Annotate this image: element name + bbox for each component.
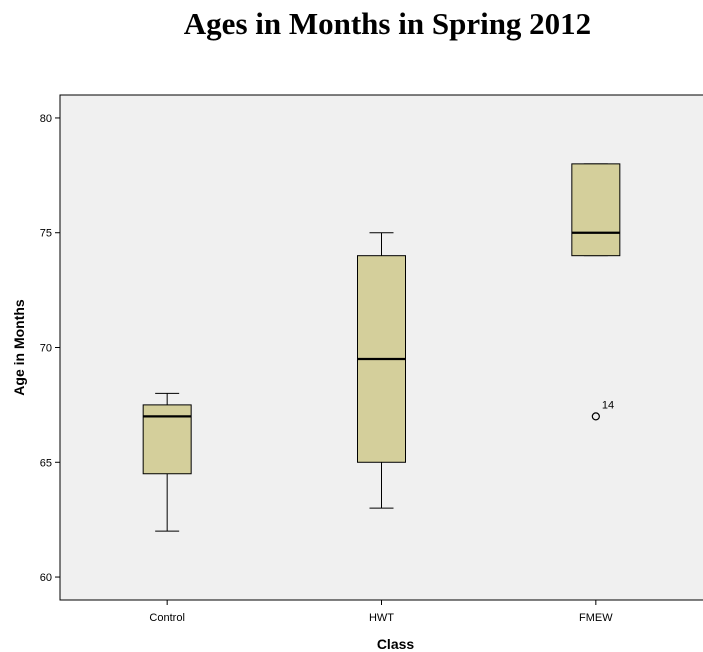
x-axis-title: Class bbox=[377, 636, 415, 652]
outlier-point bbox=[591, 412, 600, 421]
x-tick-label: FMEW bbox=[579, 612, 613, 624]
y-axis-title: Age in Months bbox=[11, 299, 27, 396]
y-tick-label: 70 bbox=[40, 343, 52, 355]
y-tick-label: 80 bbox=[40, 113, 52, 125]
x-axis: Control HWT FMEW bbox=[149, 600, 613, 624]
x-tick-label: Control bbox=[149, 612, 184, 624]
outlier-label: 14 bbox=[602, 399, 614, 411]
chart-title: Ages in Months in Spring 2012 bbox=[183, 6, 592, 41]
x-tick-label: HWT bbox=[369, 612, 394, 624]
y-tick-label: 60 bbox=[40, 572, 52, 584]
box-fmew: 14 bbox=[571, 163, 621, 421]
y-axis: 60 65 70 75 80 bbox=[40, 113, 60, 584]
y-tick-label: 65 bbox=[40, 457, 52, 469]
boxes: 14 bbox=[142, 163, 621, 532]
box-body bbox=[571, 163, 621, 257]
y-tick-label: 75 bbox=[40, 228, 52, 240]
box-hwt bbox=[357, 232, 406, 509]
box-control bbox=[142, 392, 192, 532]
box-body bbox=[142, 404, 192, 475]
